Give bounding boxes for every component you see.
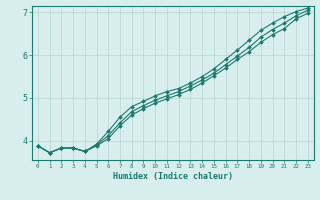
X-axis label: Humidex (Indice chaleur): Humidex (Indice chaleur)	[113, 172, 233, 181]
